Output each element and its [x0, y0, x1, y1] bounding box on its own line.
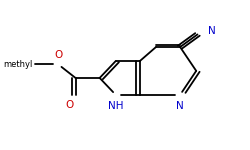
Text: NH: NH — [108, 101, 124, 111]
Text: N: N — [208, 26, 216, 36]
Text: N: N — [176, 101, 184, 111]
Text: O: O — [54, 50, 62, 60]
Text: methyl: methyl — [4, 60, 33, 69]
Text: O: O — [65, 100, 73, 110]
